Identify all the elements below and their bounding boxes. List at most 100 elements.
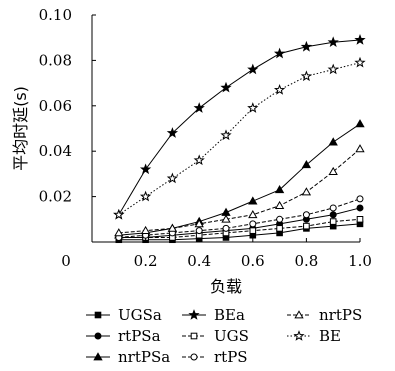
legend-marker	[93, 352, 103, 361]
data-point	[302, 211, 310, 219]
legend-item: BE	[287, 327, 341, 345]
data-point	[249, 220, 257, 228]
data-point	[328, 166, 338, 175]
series-line	[118, 62, 361, 216]
series-BE	[113, 56, 366, 220]
data-point	[248, 196, 258, 205]
legend-marker	[188, 309, 200, 320]
y-tick-label: 0.02	[39, 188, 72, 206]
data-point	[273, 83, 286, 95]
legend-marker	[190, 332, 198, 340]
data-point	[303, 222, 310, 230]
legend-item: BEa	[182, 306, 245, 324]
data-point	[166, 172, 179, 184]
data-point	[300, 40, 313, 52]
x-tick-label: 0	[61, 252, 71, 270]
data-point	[139, 163, 152, 175]
data-point	[276, 225, 283, 232]
data-point	[274, 184, 285, 194]
series-BEa	[113, 34, 366, 220]
data-point	[301, 160, 312, 169]
y-tick-label: 0.08	[39, 51, 72, 69]
data-point	[221, 207, 231, 216]
data-point	[220, 81, 232, 93]
legend-item: rtPS	[182, 348, 248, 366]
legend-item: nrtPS	[287, 306, 362, 324]
legend-item: rtPSa	[86, 327, 161, 345]
data-point	[140, 225, 151, 234]
data-point	[356, 216, 364, 223]
legend-label: nrtPS	[319, 306, 362, 324]
legend-marker	[94, 332, 102, 340]
data-point	[195, 227, 203, 235]
data-point	[301, 187, 312, 196]
legend-label: rtPSa	[118, 327, 161, 345]
series-line	[118, 148, 361, 234]
series-line	[118, 39, 361, 216]
x-tick-label: 0.2	[134, 252, 158, 270]
x-tick-label: 1.0	[348, 252, 372, 270]
legend: UGSa rtPSa nrtPSa BEa UGS rtPS nrtPS BE	[86, 306, 362, 366]
x-axis-label: 负载	[210, 277, 242, 296]
data-point	[274, 200, 285, 210]
data-point	[327, 36, 339, 48]
data-point	[247, 102, 259, 113]
data-point	[356, 204, 364, 212]
data-point	[276, 215, 284, 223]
x-tick-label: 0.6	[241, 252, 265, 270]
data-point	[329, 218, 337, 225]
y-tick-label: 0.10	[39, 6, 72, 24]
series-rtPS	[115, 195, 364, 241]
legend-item: nrtPSa	[86, 348, 170, 366]
legend-label: BE	[319, 327, 341, 345]
data-point	[220, 129, 232, 141]
plot-area	[113, 34, 366, 244]
legend-item: UGS	[182, 327, 249, 345]
y-tick-label: 0.04	[39, 142, 72, 160]
data-point	[329, 204, 337, 212]
data-point	[356, 195, 364, 203]
series-line	[118, 223, 361, 241]
y-axis-label: 平均时延(s)	[11, 86, 30, 171]
legend-item: UGSa	[86, 306, 162, 324]
legend-label: UGS	[214, 327, 249, 345]
data-point	[114, 228, 124, 237]
data-point	[222, 224, 230, 232]
legend-label: BEa	[214, 306, 245, 324]
series-nrtPSa	[114, 119, 365, 239]
series-line	[118, 198, 361, 238]
data-point	[247, 63, 259, 75]
legend-label: rtPS	[214, 348, 248, 366]
data-point	[139, 190, 152, 202]
legend-marker	[190, 353, 198, 361]
data-point	[355, 144, 365, 153]
data-point	[327, 63, 339, 75]
data-point	[273, 47, 286, 59]
series-line	[118, 123, 361, 236]
x-tick-label: 0.4	[187, 252, 211, 270]
data-point	[248, 209, 258, 219]
data-point	[113, 208, 125, 220]
series-nrtPS	[114, 144, 365, 237]
data-point	[300, 70, 313, 82]
legend-label: UGSa	[118, 306, 162, 324]
legend-marker	[294, 310, 304, 319]
y-tick-label: 0.06	[39, 97, 72, 115]
data-point	[354, 34, 366, 45]
series-line	[118, 218, 361, 238]
x-tick-label: 0.8	[294, 252, 318, 270]
axes: 0.02 0.04 0.06 0.08 0.10 0 0.2 0.4 0.6 0.8 1.0	[39, 6, 372, 270]
data-point	[328, 137, 338, 146]
data-point	[193, 154, 205, 166]
data-point	[354, 56, 366, 68]
series-line	[118, 207, 361, 238]
data-point	[167, 223, 178, 232]
legend-marker	[94, 311, 102, 319]
data-point	[221, 214, 231, 223]
data-point	[166, 127, 179, 138]
data-point	[193, 102, 205, 113]
legend-label: nrtPSa	[118, 348, 170, 366]
data-point	[329, 211, 337, 219]
legend-marker	[293, 330, 305, 341]
